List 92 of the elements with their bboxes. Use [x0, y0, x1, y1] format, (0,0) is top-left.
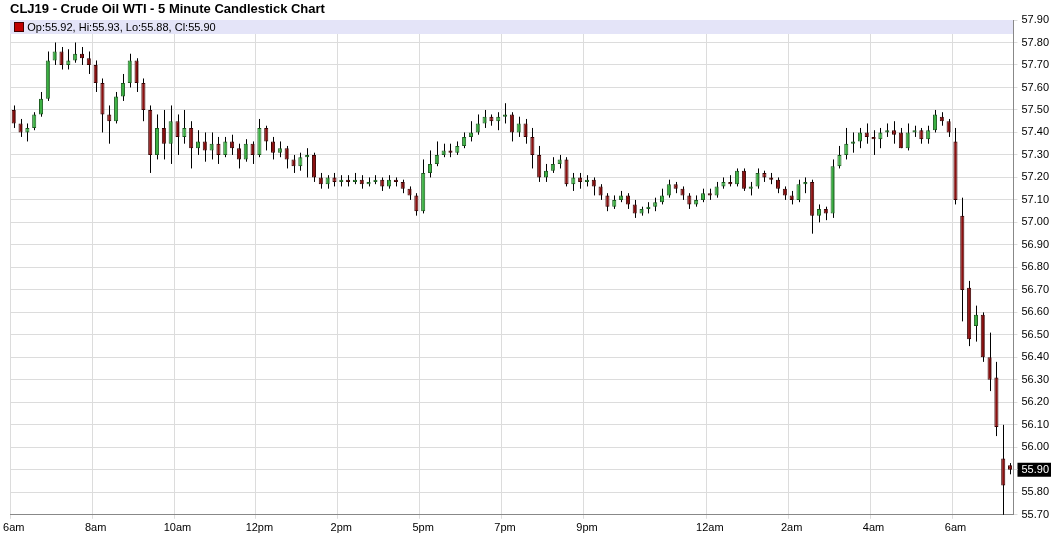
y-tick-label: 56.10	[1021, 417, 1049, 430]
candlestick	[509, 111, 514, 142]
candlestick	[168, 104, 173, 165]
candlestick	[59, 46, 64, 70]
candlestick	[175, 113, 180, 156]
y-tick-label: 55.80	[1021, 485, 1049, 498]
x-tick-label: 2pm	[330, 521, 352, 534]
candlestick	[120, 73, 125, 102]
candlestick	[38, 91, 44, 118]
candlestick	[284, 145, 289, 169]
candlestick	[161, 109, 166, 160]
candlestick	[796, 179, 801, 203]
candlestick	[932, 109, 938, 133]
y-tick-label: 56.40	[1021, 350, 1049, 363]
candlestick	[973, 305, 978, 343]
candlestick	[864, 122, 869, 145]
candlestick	[427, 149, 433, 178]
candlestick	[851, 131, 856, 154]
candlestick	[468, 120, 473, 142]
y-tick-label: 56.90	[1021, 237, 1049, 250]
candlestick	[537, 145, 542, 183]
x-tick-label: 12am	[696, 521, 724, 534]
x-tick-label: 4am	[862, 521, 885, 534]
candlestick	[892, 120, 897, 145]
x-tick-label: 5pm	[412, 521, 434, 534]
candlestick	[189, 120, 194, 169]
x-tick-label: 6am	[944, 521, 967, 534]
candlestick	[216, 136, 221, 165]
candlestick	[741, 167, 746, 192]
candlestick	[503, 102, 508, 124]
candlestick	[52, 41, 57, 66]
y-tick-label: 56.70	[1021, 282, 1049, 295]
y-tick-label: 55.90	[1021, 462, 1049, 475]
y-tick-label: 57.40	[1021, 125, 1049, 138]
x-tick-label: 7pm	[494, 521, 516, 534]
candlestick	[311, 152, 317, 183]
y-tick-label: 56.20	[1021, 395, 1049, 408]
candlestick	[837, 145, 842, 169]
y-tick-label: 56.30	[1021, 372, 1049, 385]
candlestick	[134, 57, 139, 93]
candlestick	[114, 91, 119, 124]
candlestick	[564, 156, 569, 187]
chart-title: CLJ19 - Crude Oil WTI - 5 Minute Candlestick Chart	[10, 1, 325, 16]
candlestick	[195, 129, 201, 156]
candlestick	[264, 125, 269, 151]
candlestick	[223, 136, 228, 158]
x-tick-label: 2am	[780, 521, 803, 534]
x-tick-label: 6am	[3, 521, 25, 534]
candlestick	[844, 127, 849, 160]
x-tick-label: 8am	[84, 521, 107, 534]
candlestick	[434, 140, 439, 167]
y-tick-label: 57.10	[1021, 192, 1049, 205]
y-tick-label: 57.60	[1021, 80, 1049, 93]
candlestick	[243, 138, 248, 163]
candlestick	[86, 50, 91, 75]
y-tick-label: 56.00	[1021, 440, 1049, 453]
candlestick	[523, 118, 528, 145]
x-tick-label: 9pm	[576, 521, 598, 534]
candlestick	[250, 140, 255, 165]
candlestick	[905, 122, 910, 151]
y-tick-label: 55.70	[1021, 507, 1049, 520]
y-tick-label: 57.90	[1021, 13, 1049, 26]
candlestick	[11, 104, 16, 129]
candlestick	[236, 143, 241, 169]
candlestick	[202, 131, 207, 163]
candlestick	[878, 127, 883, 149]
y-tick-label: 57.00	[1021, 215, 1049, 228]
x-tick-label: 12pm	[245, 521, 274, 534]
y-tick-label: 57.50	[1021, 102, 1049, 115]
y-tick-label: 57.20	[1021, 170, 1049, 183]
candlestick	[127, 53, 132, 88]
candlestick	[66, 48, 71, 70]
annotation: Op:55.92, Hi:55.93, Lo:55.88, Cl:55.90	[27, 20, 216, 34]
candlestick	[516, 116, 521, 138]
candlestick	[857, 127, 862, 149]
y-tick-label: 56.60	[1021, 305, 1049, 318]
candlestick	[987, 332, 992, 392]
y-tick-label: 57.30	[1021, 147, 1049, 160]
candlestick	[93, 59, 98, 93]
candlestick	[182, 109, 187, 145]
candlestick	[414, 192, 419, 217]
candlestick	[107, 104, 112, 145]
x-tick-label: 10am	[163, 521, 192, 534]
y-tick-label: 56.50	[1021, 327, 1049, 340]
y-tick-label: 57.80	[1021, 35, 1049, 48]
candlestick	[475, 113, 480, 136]
candlestick	[271, 136, 276, 160]
candlestick	[755, 167, 760, 190]
candlestick	[530, 127, 535, 169]
y-tick-label: 57.70	[1021, 58, 1049, 71]
y-tick-label: 56.80	[1021, 260, 1049, 273]
candlestick	[230, 134, 235, 156]
